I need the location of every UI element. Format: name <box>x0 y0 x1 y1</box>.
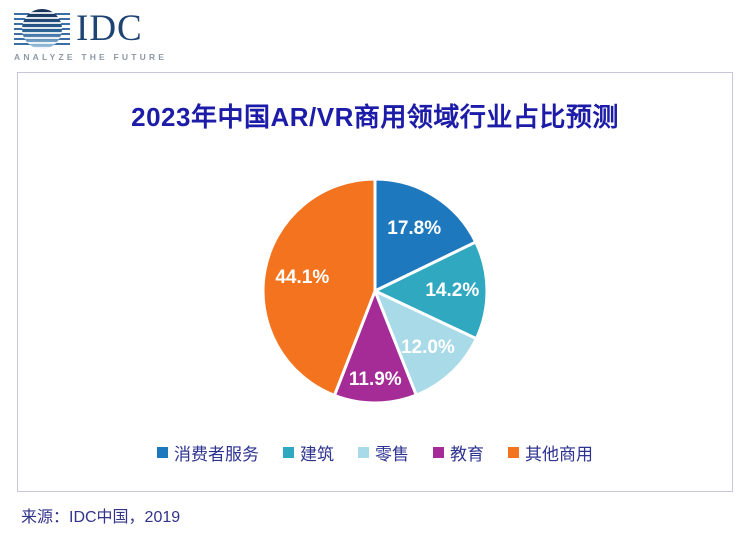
pie-value-label-2: 12.0% <box>401 337 455 358</box>
pie-value-label-1: 14.2% <box>425 280 479 301</box>
pie-value-label-3: 11.9% <box>349 369 402 390</box>
legend-swatch-icon <box>358 447 369 458</box>
pie-chart: 17.8% 14.2% 12.0% 11.9% 44.1% <box>261 177 489 405</box>
pie-slice-2 <box>373 289 478 397</box>
legend-item-1: 建筑 <box>283 440 334 465</box>
source-text: 来源：IDC中国，2019 <box>21 509 181 526</box>
legend-label: 消费者服务 <box>174 445 259 464</box>
pie-value-label-4: 44.1% <box>275 267 329 288</box>
legend-swatch-icon <box>283 447 294 458</box>
pie-slice-3 <box>332 289 418 405</box>
pie-slice-1 <box>373 240 489 341</box>
legend-swatch-icon <box>508 447 519 458</box>
legend-label: 其他商用 <box>525 445 593 464</box>
idc-logo: IDC ANALYZE THE FUTURE <box>14 8 194 66</box>
legend-item-2: 零售 <box>358 440 409 465</box>
pie-slice-4 <box>261 177 377 397</box>
legend-swatch-icon <box>433 447 444 458</box>
idc-logo-tagline: ANALYZE THE FUTURE <box>14 52 168 62</box>
globe-sphere <box>22 9 62 49</box>
pie-slice-0 <box>373 177 478 293</box>
legend-item-4: 其他商用 <box>508 440 593 465</box>
chart-title: 2023年中国AR/VR商用领域行业占比预测 <box>131 102 619 132</box>
chart-frame: 2023年中国AR/VR商用领域行业占比预测 17.8% 14.2% 12.0% 11… <box>17 72 733 492</box>
legend-swatch-icon <box>157 447 168 458</box>
pie-value-label-0: 17.8% <box>387 218 441 239</box>
idc-globe-icon <box>14 8 70 50</box>
legend-label: 教育 <box>450 445 484 464</box>
legend-label: 建筑 <box>300 445 334 464</box>
legend-item-3: 教育 <box>433 440 484 465</box>
legend-label: 零售 <box>375 445 409 464</box>
legend-item-0: 消费者服务 <box>157 440 259 465</box>
idc-logo-text: IDC <box>76 8 143 49</box>
legend: 消费者服务 建筑 零售 教育 其他商用 <box>18 440 732 465</box>
